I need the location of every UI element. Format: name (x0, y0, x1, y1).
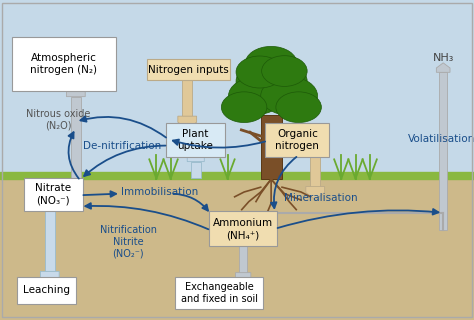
Circle shape (245, 46, 297, 82)
Circle shape (236, 58, 307, 106)
Bar (239, 245, 247, 273)
Text: Plant
uptake: Plant uptake (178, 129, 213, 151)
FancyArrow shape (437, 63, 450, 72)
Bar (261, 115, 282, 179)
Bar (310, 155, 320, 187)
Text: Nitrogen inputs: Nitrogen inputs (148, 65, 229, 75)
FancyBboxPatch shape (17, 277, 76, 304)
Circle shape (228, 77, 283, 115)
Text: Atmospheric
nitrogen (N₂): Atmospheric nitrogen (N₂) (30, 53, 98, 75)
Text: Leaching: Leaching (23, 285, 70, 295)
Text: Mineralisation: Mineralisation (284, 193, 358, 204)
Circle shape (261, 77, 318, 115)
FancyBboxPatch shape (12, 37, 116, 91)
FancyArrow shape (187, 150, 204, 162)
Bar (0, 172, 474, 179)
Text: Volatilisation: Volatilisation (408, 134, 474, 144)
FancyArrow shape (66, 84, 85, 97)
FancyBboxPatch shape (265, 123, 329, 157)
Text: Ammonium
(NH₄⁺): Ammonium (NH₄⁺) (213, 218, 273, 240)
FancyBboxPatch shape (209, 211, 277, 246)
Text: Nitrification
Nitrite
(NO₂⁻): Nitrification Nitrite (NO₂⁻) (100, 225, 156, 258)
FancyBboxPatch shape (24, 178, 83, 211)
Bar (191, 162, 201, 178)
FancyBboxPatch shape (175, 277, 263, 309)
Circle shape (221, 92, 267, 123)
FancyArrow shape (306, 187, 325, 200)
FancyBboxPatch shape (166, 123, 225, 157)
Text: Exchangeable
and fixed in soil: Exchangeable and fixed in soil (181, 282, 258, 304)
Bar (439, 72, 447, 230)
Text: NH₃: NH₃ (432, 52, 454, 63)
Bar (0, 0, 474, 173)
Text: Nitrous oxide
(N₂O): Nitrous oxide (N₂O) (26, 109, 91, 131)
Circle shape (276, 92, 321, 123)
FancyArrow shape (40, 271, 59, 284)
Bar (182, 78, 192, 116)
Text: Nitrate
(NO₃⁻): Nitrate (NO₃⁻) (35, 183, 72, 206)
Text: De-nitrification: De-nitrification (83, 140, 161, 151)
Circle shape (236, 56, 283, 88)
FancyBboxPatch shape (147, 59, 230, 80)
Circle shape (262, 56, 307, 86)
FancyArrow shape (178, 116, 197, 129)
FancyArrow shape (236, 273, 251, 283)
Bar (71, 97, 81, 202)
Bar (45, 210, 55, 271)
Text: Organic
nitrogen: Organic nitrogen (275, 129, 319, 151)
Bar (0, 173, 474, 320)
Text: Immobilisation: Immobilisation (121, 187, 198, 197)
